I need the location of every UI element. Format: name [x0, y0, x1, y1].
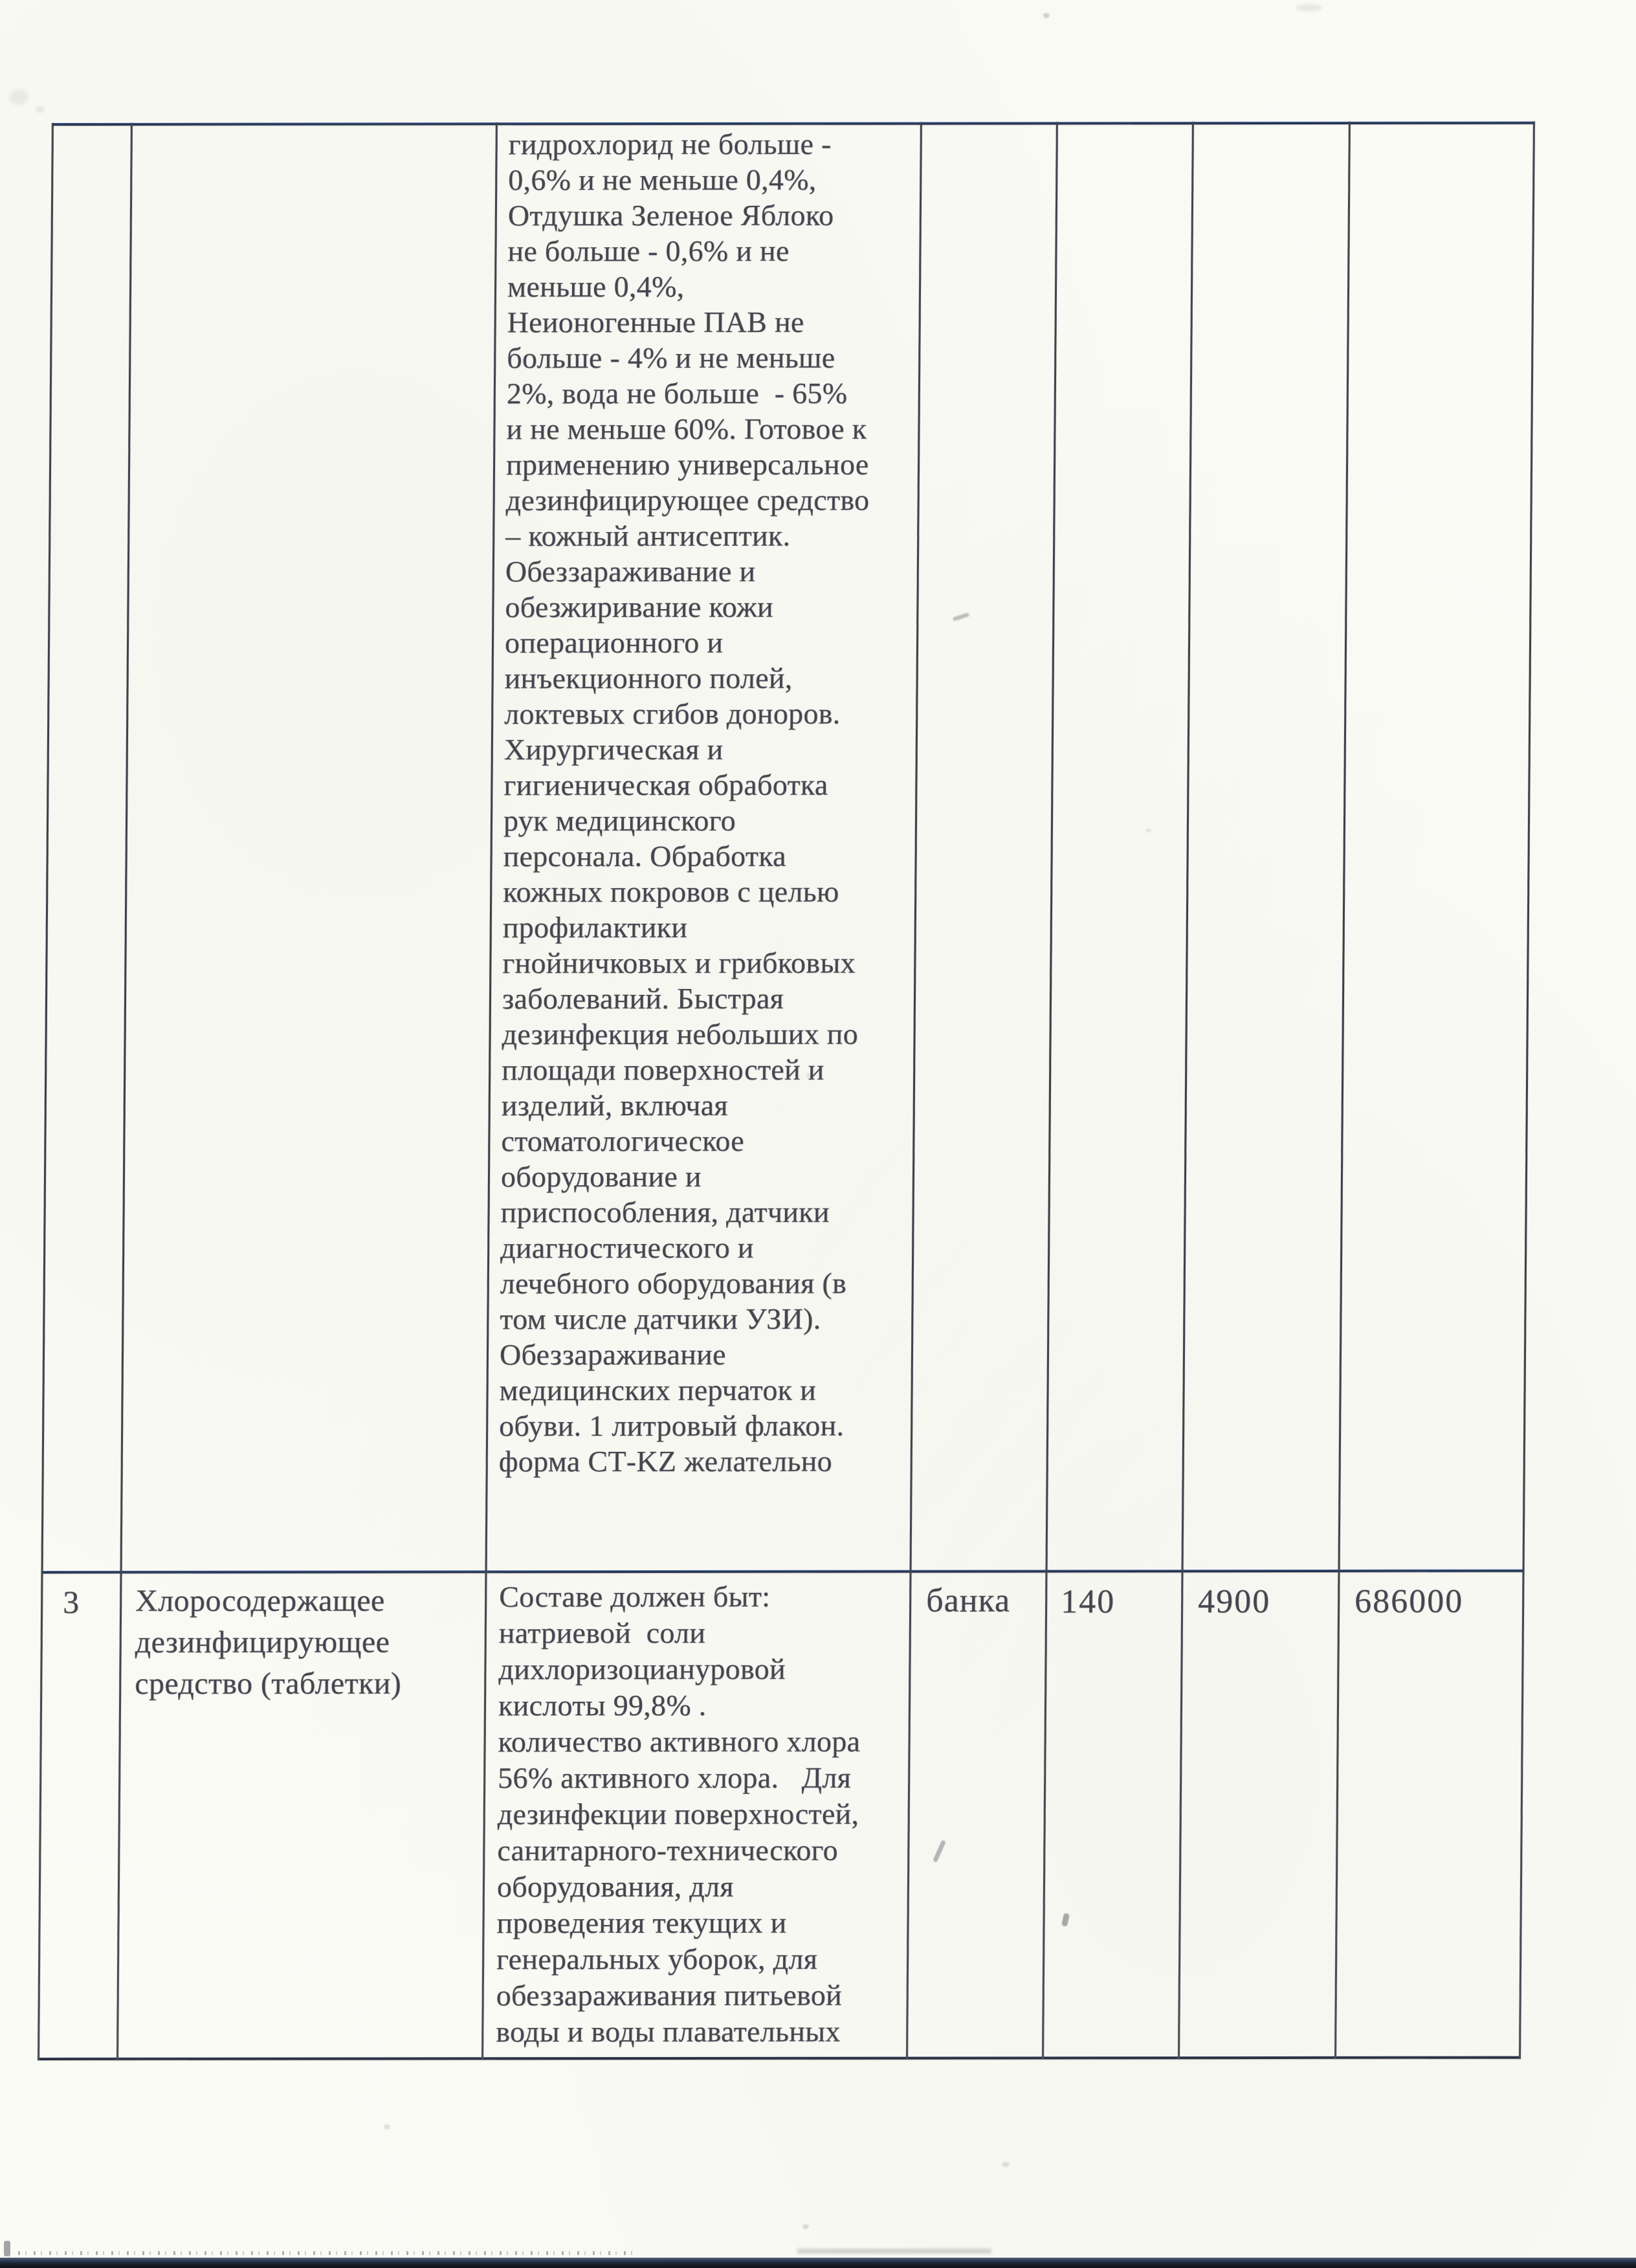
scan-speckle	[802, 2224, 809, 2229]
table-rule-col-number	[116, 122, 133, 2060]
table-rule-top	[51, 121, 1535, 126]
scan-speckle	[9, 89, 28, 105]
table-rule-col-price	[1334, 121, 1351, 2059]
row-continuation-description: гидрохлорид не больше - 0,6% и не меньше…	[498, 127, 870, 1478]
scan-noise-row	[18, 2251, 639, 2255]
row3-unit-price: 4900	[1197, 1583, 1271, 1621]
table-rule-col-unit	[1042, 122, 1058, 2060]
scan-speckle	[1002, 2162, 1010, 2167]
scan-speckle	[1296, 4, 1323, 12]
scan-speckle	[384, 2124, 390, 2129]
scan-speckle	[36, 106, 45, 113]
row3-unit: банка	[925, 1582, 1011, 1619]
row3-description: Составе должен быт: натриевой соли дихло…	[496, 1579, 861, 2049]
row3-quantity: 140	[1060, 1583, 1116, 1621]
table-rule-row-separator	[41, 1569, 1525, 1573]
row3-total-price: 686000	[1354, 1583, 1464, 1620]
scan-speckle	[806, 1073, 812, 1078]
row3-number: 3	[62, 1583, 80, 1620]
scan-edge-band	[0, 2258, 1636, 2268]
row3-name: Хлоросодержащее дезинфицирующее средство…	[135, 1583, 402, 1701]
scan-speckle	[1043, 13, 1050, 18]
scan-edge-mark	[4, 2241, 10, 2256]
scan-noise-smudge	[797, 2249, 991, 2254]
table-rule-col-name	[481, 122, 498, 2060]
specification-table: гидрохлорид не больше - 0,6% и не меньше…	[38, 121, 1535, 2061]
table-rule-bottom	[38, 2056, 1521, 2060]
table-rule-right	[1519, 121, 1535, 2059]
scan-speckle	[1145, 828, 1151, 832]
table-rule-col-quantity	[1178, 122, 1194, 2060]
table-rule-left	[38, 122, 54, 2061]
